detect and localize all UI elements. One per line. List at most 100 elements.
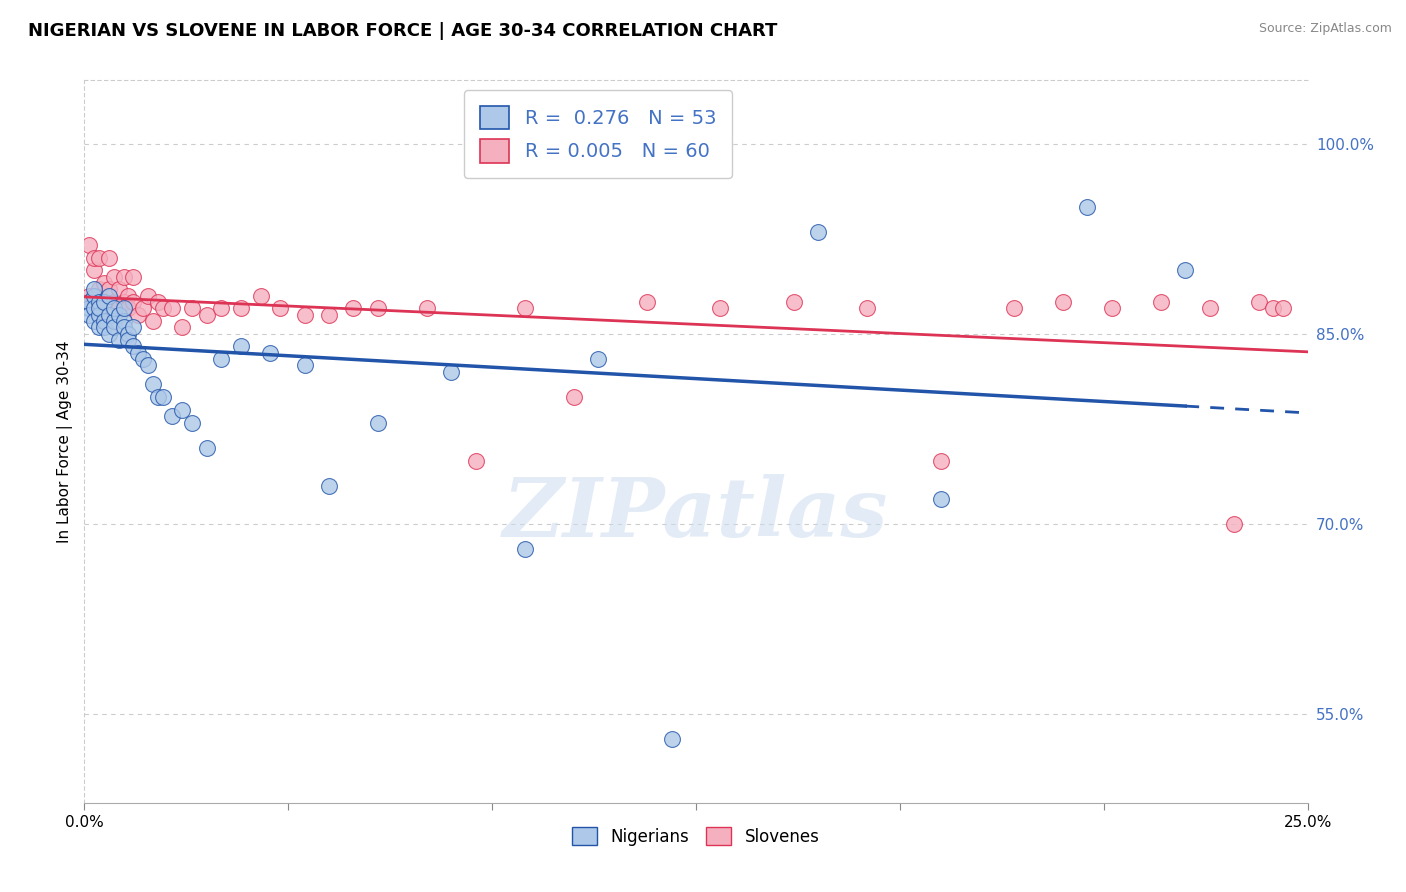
Point [77,289,100,303]
Point [122,269,145,284]
Text: Source: ZipAtlas.com: Source: ZipAtlas.com [1258,22,1392,36]
Point [1198,301,1220,316]
Point [93,295,115,310]
Point [83,263,105,277]
Point [195,441,218,455]
Point [209,352,232,367]
Point [181,416,204,430]
Point [269,301,291,316]
Point [112,314,135,328]
Point [107,333,129,347]
Point [112,269,135,284]
Point [783,295,806,310]
Point [87,301,110,316]
Point [122,339,145,353]
Point [87,251,110,265]
Point [127,346,149,360]
Point [112,301,135,316]
Point [440,365,463,379]
Point [77,238,100,252]
Point [513,301,536,316]
Point [117,326,139,341]
Point [103,320,125,334]
Point [1247,295,1270,310]
Point [87,301,110,316]
Point [1002,301,1025,316]
Point [294,359,316,373]
Point [77,295,100,310]
Point [83,282,105,296]
Point [93,320,115,334]
Point [1174,263,1197,277]
Point [152,301,174,316]
Point [112,320,135,334]
Point [83,301,105,316]
Text: ZIPatlas: ZIPatlas [503,474,889,554]
Point [97,251,120,265]
Point [259,346,281,360]
Point [93,314,115,328]
Point [172,320,194,334]
Point [929,453,952,467]
Point [146,295,169,310]
Point [112,295,135,310]
Point [142,314,165,328]
Point [103,314,125,328]
Point [172,402,194,417]
Point [709,301,731,316]
Point [586,352,609,367]
Point [1101,301,1123,316]
Point [136,359,159,373]
Point [122,320,145,334]
Point [117,333,139,347]
Point [87,320,110,334]
Point [93,314,115,328]
Point [209,301,232,316]
Point [107,301,129,316]
Point [195,308,218,322]
Point [1076,200,1098,214]
Point [77,308,100,322]
Point [83,295,105,310]
Point [142,377,165,392]
Point [1263,301,1285,316]
Point [127,308,149,322]
Point [318,308,340,322]
Point [87,308,110,322]
Point [229,339,252,353]
Point [87,295,110,310]
Point [661,732,683,747]
Point [636,295,658,310]
Point [136,289,159,303]
Point [97,289,120,303]
Point [103,269,125,284]
Point [152,390,174,404]
Point [318,479,340,493]
Point [107,282,129,296]
Point [132,301,155,316]
Point [162,301,184,316]
Point [93,295,115,310]
Point [107,308,129,322]
Point [856,301,879,316]
Point [87,282,110,296]
Point [117,301,139,316]
Point [367,301,389,316]
Point [77,301,100,316]
Point [367,416,389,430]
Point [181,301,204,316]
Point [97,282,120,296]
Point [162,409,184,424]
Point [464,453,486,467]
Point [342,301,364,316]
Point [97,308,120,322]
Point [117,289,139,303]
Point [1223,516,1246,531]
Point [929,491,952,506]
Point [103,295,125,310]
Point [83,314,105,328]
Legend: Nigerians, Slovenes: Nigerians, Slovenes [565,821,827,852]
Y-axis label: In Labor Force | Age 30-34: In Labor Force | Age 30-34 [58,340,73,543]
Point [416,301,439,316]
Point [103,301,125,316]
